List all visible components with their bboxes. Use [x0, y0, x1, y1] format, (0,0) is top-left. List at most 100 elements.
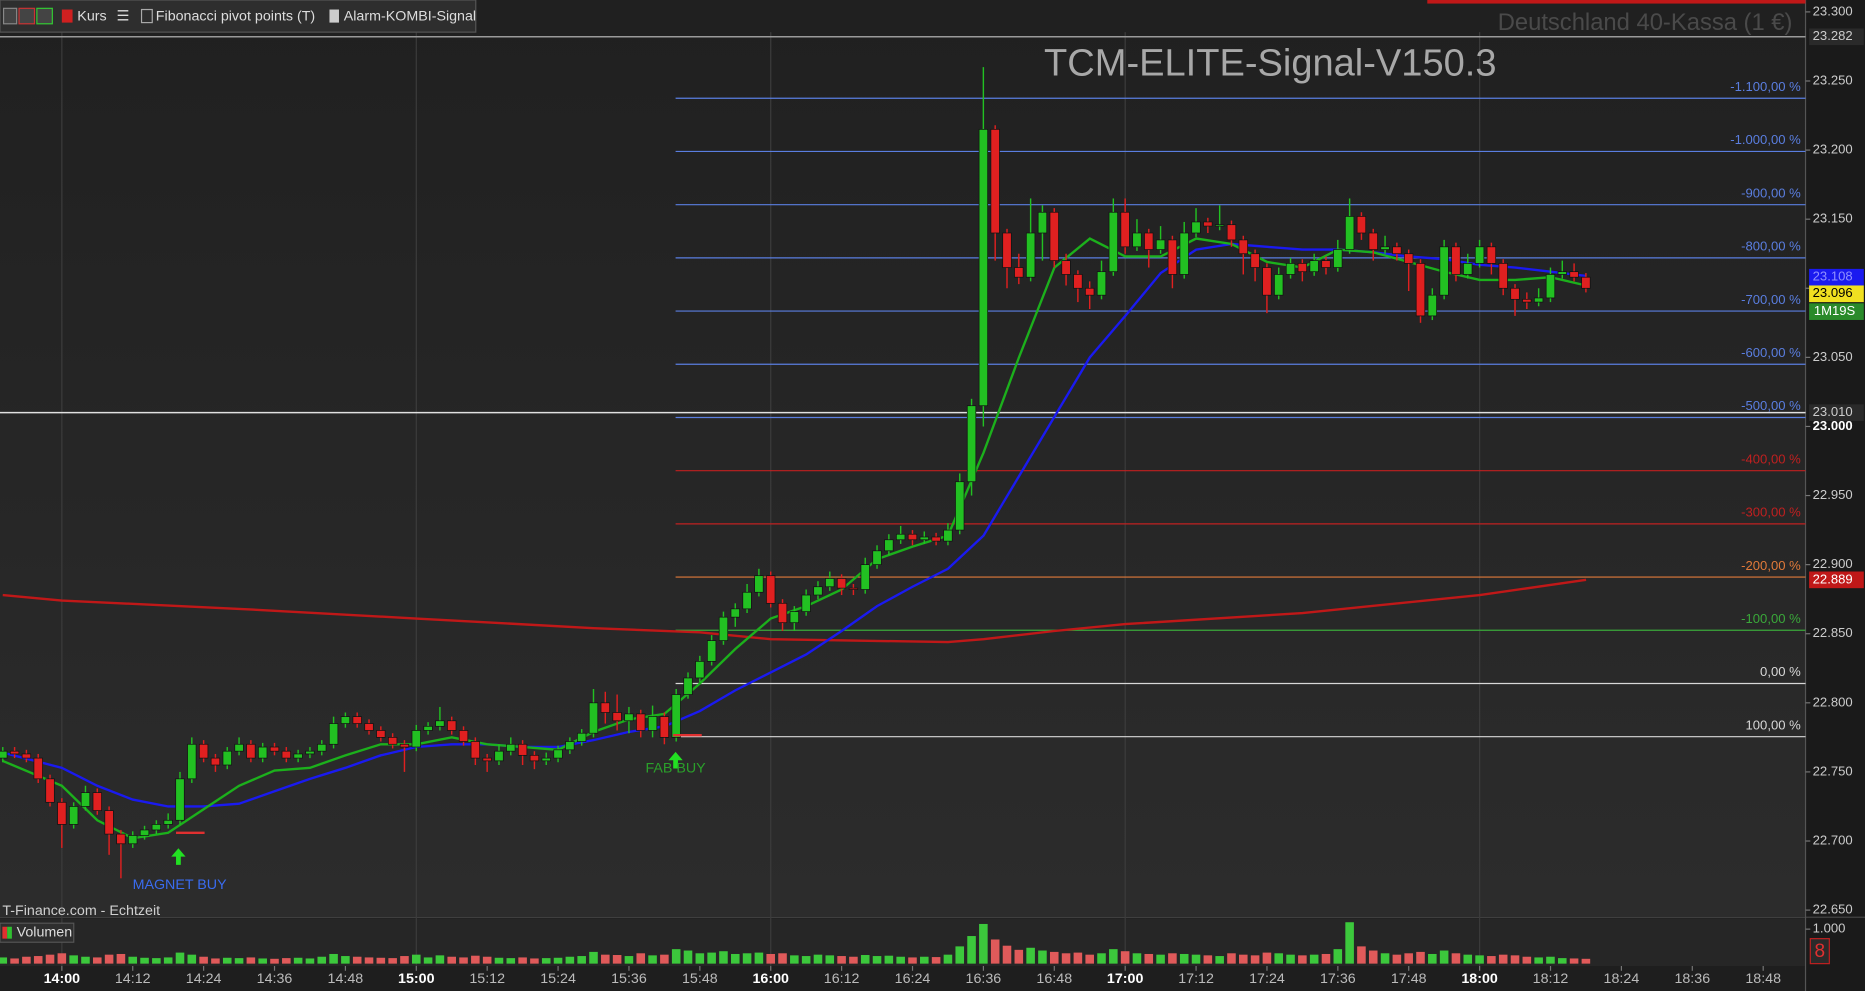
- x-tick-label: 16:24: [895, 971, 931, 987]
- candle-body: [896, 533, 906, 541]
- volume-bar: [93, 957, 102, 964]
- volume-bar: [352, 956, 362, 964]
- x-tick-label: 17:24: [1249, 971, 1285, 987]
- volume-bar: [376, 957, 386, 964]
- volume-legend: [0, 922, 75, 943]
- volume-bar: [1333, 949, 1343, 964]
- volume-bar: [411, 954, 421, 964]
- fib-label: -800,00 %: [1741, 239, 1801, 254]
- volume-bar: [636, 953, 646, 964]
- volume-bar: [1451, 953, 1461, 964]
- volume-bar: [33, 956, 43, 964]
- volume-bar: [305, 958, 315, 964]
- candle-body: [730, 608, 740, 618]
- candle-body: [1226, 224, 1237, 241]
- tool-icon[interactable]: [2, 7, 18, 25]
- candle-body: [801, 594, 811, 612]
- checkbox[interactable]: [329, 9, 339, 23]
- fib-label: -500,00 %: [1741, 398, 1801, 413]
- candle-body: [1439, 246, 1449, 296]
- top-strip: [1427, 0, 1806, 4]
- candle-body: [884, 539, 894, 552]
- time-axis: [0, 966, 1806, 991]
- volume-bar: [931, 957, 941, 964]
- counter: 8: [1815, 941, 1826, 962]
- candle-body: [718, 616, 729, 641]
- candle-body: [258, 746, 268, 759]
- toolbar-item[interactable]: Alarm-KOMBI-Signal: [344, 8, 476, 24]
- candle-body: [187, 743, 197, 780]
- candle-body: [825, 578, 835, 588]
- candle-body: [1427, 294, 1437, 317]
- volume-bar: [683, 950, 693, 964]
- axes: 14:00 14:12 14:24 14:36 14:48 15:00 15:12 15:24…: [44, 3, 1853, 987]
- candle-body: [695, 661, 705, 679]
- volume-bar: [990, 939, 1000, 964]
- candle-body: [1368, 232, 1378, 250]
- volume-bar: [1203, 955, 1213, 964]
- volume-bar: [1487, 956, 1496, 964]
- candle-body: [766, 575, 776, 604]
- price-tag-label: 23.108: [1813, 269, 1853, 284]
- signal-label: FAB BUY: [645, 760, 706, 776]
- volume-bar: [317, 956, 327, 964]
- candle-body: [1120, 211, 1130, 248]
- price-tag-label: 23.282: [1813, 28, 1853, 43]
- candle-body: [210, 757, 221, 766]
- volume-bar: [1345, 922, 1354, 964]
- candle-body: [754, 575, 764, 593]
- volume-bar: [506, 958, 516, 964]
- candle-body: [990, 128, 1000, 234]
- checkbox[interactable]: [140, 8, 153, 24]
- volume-label: Volumen: [17, 924, 73, 940]
- volume-icon: [7, 926, 12, 939]
- x-tick-label: 14:12: [115, 971, 151, 987]
- candle-body: [399, 743, 410, 748]
- volume-bar: [128, 956, 138, 964]
- candle-body: [9, 750, 20, 755]
- volume-bar: [1404, 953, 1413, 964]
- candle-body: [541, 757, 551, 762]
- candle-body: [966, 405, 977, 483]
- toolbar-item[interactable]: Kurs: [77, 8, 106, 24]
- price-tag: [1809, 404, 1864, 421]
- volume-bar: [1002, 945, 1012, 964]
- volume-bar: [1215, 956, 1224, 964]
- buy-arrow: [668, 751, 683, 769]
- instrument: Deutschland 40-Kassa (1 €): [1498, 9, 1793, 36]
- volume-bar: [589, 951, 598, 964]
- candle-body: [1132, 232, 1142, 248]
- candle-body: [1262, 267, 1272, 296]
- volume-bar: [482, 956, 492, 964]
- candle-body: [1191, 221, 1201, 234]
- volume-bar: [1392, 954, 1402, 964]
- volume-bar: [801, 956, 811, 964]
- fib-label: 0,00 %: [1760, 664, 1801, 679]
- x-tick-label: 16:00: [752, 971, 789, 987]
- volume-bar: [837, 956, 846, 964]
- candle-body: [1510, 287, 1520, 300]
- price-tag: [1809, 28, 1864, 46]
- volume-bar: [695, 953, 705, 964]
- candle-body: [482, 757, 492, 762]
- toolbar-item[interactable]: Fibonacci pivot points (T): [156, 8, 315, 24]
- volume-bar: [57, 953, 67, 964]
- candle-body: [104, 810, 114, 835]
- candle-body: [1238, 239, 1248, 255]
- candle-body: [246, 743, 256, 759]
- toolbar: [0, 0, 477, 33]
- volume-bar: [1309, 954, 1319, 964]
- candle-body: [742, 591, 752, 610]
- x-tick-label: 14:48: [328, 971, 364, 987]
- price-tag-label: 22.889: [1813, 571, 1853, 586]
- candle-body: [931, 536, 941, 542]
- tool-down[interactable]: [18, 7, 36, 25]
- volume-tick-label: 1.000: [1813, 921, 1846, 936]
- list-icon[interactable]: ☰: [117, 8, 130, 24]
- candle-body: [1215, 224, 1225, 227]
- tool-up[interactable]: [36, 7, 53, 25]
- price-tag-label: 23.096: [1813, 285, 1853, 300]
- candle-body: [636, 713, 646, 731]
- volume-bar: [1274, 953, 1284, 964]
